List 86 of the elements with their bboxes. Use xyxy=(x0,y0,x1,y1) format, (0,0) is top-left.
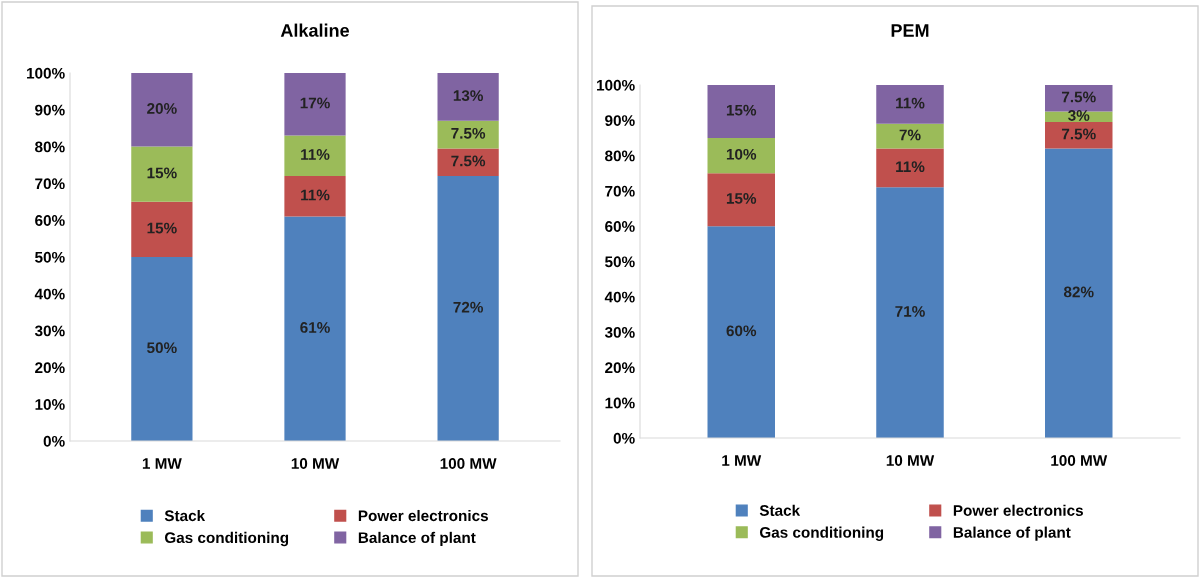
data-label: 7% xyxy=(899,129,921,141)
bar xyxy=(131,73,193,147)
x-tick-label: 1 MW xyxy=(142,458,182,469)
bar xyxy=(1045,122,1113,149)
bar xyxy=(437,120,499,149)
bar xyxy=(131,201,193,257)
bar xyxy=(284,135,346,177)
y-tick-label: 100% xyxy=(597,79,635,91)
bar xyxy=(1045,111,1113,123)
data-label: 11% xyxy=(896,161,925,173)
x-tick-label: 100 MW xyxy=(440,458,497,469)
data-label: 10% xyxy=(726,148,757,160)
y-tick-label: 10% xyxy=(35,399,65,410)
bar xyxy=(284,216,346,441)
data-label: 82% xyxy=(1063,286,1094,298)
legend-label: Stack xyxy=(759,504,801,516)
x-tick-label: 1 MW xyxy=(722,455,762,466)
legend-label: Stack xyxy=(164,509,206,522)
data-label: 71% xyxy=(895,306,925,317)
bar xyxy=(876,148,944,188)
data-label: 15% xyxy=(726,193,757,204)
bar xyxy=(876,123,944,149)
data-label: 15% xyxy=(147,167,177,179)
y-tick-label: 40% xyxy=(604,291,635,303)
legend-label: Gas conditioning xyxy=(164,531,289,547)
y-tick-label: 100% xyxy=(27,67,65,79)
chart-title: PEM xyxy=(891,24,929,37)
y-tick-label: 60% xyxy=(35,215,65,226)
bar xyxy=(437,176,499,441)
data-label: 7.5% xyxy=(451,155,486,167)
bar xyxy=(707,173,775,227)
x-tick-label: 100 MW xyxy=(1051,455,1108,466)
bar xyxy=(876,187,944,438)
bar xyxy=(284,176,346,217)
y-tick-label: 90% xyxy=(605,115,635,126)
data-label: 3% xyxy=(1068,110,1090,121)
chart-title: Alkaline xyxy=(280,23,350,37)
data-label: 72% xyxy=(453,301,484,313)
bar xyxy=(876,85,944,124)
y-tick-label: 40% xyxy=(34,288,65,300)
legend-label: Balance of plant xyxy=(953,526,1071,541)
y-tick-label: 70% xyxy=(605,185,635,197)
y-tick-label: 90% xyxy=(35,104,65,116)
y-tick-label: 50% xyxy=(35,251,65,263)
y-tick-label: 30% xyxy=(604,326,635,338)
data-label: 17% xyxy=(300,97,330,109)
data-label: 61% xyxy=(300,322,330,333)
bar xyxy=(437,73,499,121)
data-label: 7.5% xyxy=(1062,128,1096,140)
data-label: 13% xyxy=(453,90,484,102)
bar xyxy=(131,146,193,202)
bar xyxy=(284,73,346,136)
y-tick-label: 70% xyxy=(35,178,65,190)
data-label: 11% xyxy=(896,97,925,109)
y-tick-label: 0% xyxy=(43,435,65,447)
legend-label: Power electronics xyxy=(953,504,1083,516)
data-label: 11% xyxy=(301,189,330,201)
y-tick-label: 50% xyxy=(605,256,635,268)
bar xyxy=(131,257,193,441)
legend-label: Gas conditioning xyxy=(759,526,884,541)
y-tick-label: 80% xyxy=(605,150,635,162)
data-label: 11% xyxy=(301,149,330,160)
bar xyxy=(707,137,775,174)
data-label: 15% xyxy=(147,222,177,234)
data-label: 7.5% xyxy=(1062,91,1096,103)
bar xyxy=(707,85,775,138)
bar xyxy=(437,148,499,177)
y-tick-label: 60% xyxy=(605,221,635,232)
legend-label: Power electronics xyxy=(358,509,488,522)
y-tick-label: 10% xyxy=(605,397,635,409)
x-tick-label: 10 MW xyxy=(291,458,340,469)
y-tick-label: 80% xyxy=(35,141,65,153)
y-tick-label: 0% xyxy=(613,432,635,444)
bar xyxy=(707,226,775,438)
data-label: 7.5% xyxy=(451,127,486,139)
legend-label: Balance of plant xyxy=(358,531,476,547)
y-tick-label: 30% xyxy=(34,325,65,337)
data-label: 15% xyxy=(726,104,757,116)
y-tick-label: 20% xyxy=(605,362,635,374)
data-label: 60% xyxy=(726,325,757,337)
x-tick-label: 10 MW xyxy=(886,455,935,466)
data-label: 50% xyxy=(147,342,177,354)
bar xyxy=(1045,148,1113,438)
data-label: 20% xyxy=(147,103,177,114)
y-tick-label: 20% xyxy=(35,362,65,374)
bar xyxy=(1045,85,1113,112)
